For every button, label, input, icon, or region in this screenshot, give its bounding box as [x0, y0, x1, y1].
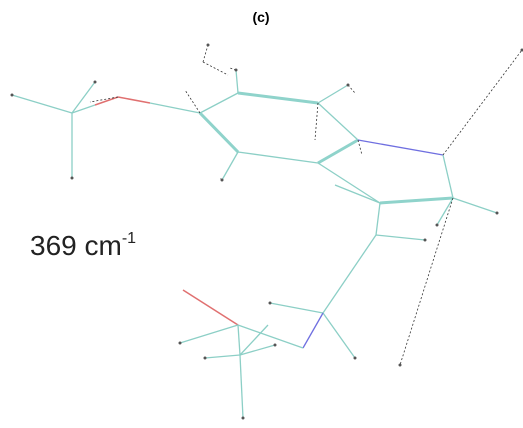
frequency-text: 369 cm [30, 230, 122, 261]
frequency-label: 369 cm-1 [30, 230, 136, 261]
frequency-superscript: -1 [122, 230, 136, 247]
panel-label: (c) [252, 9, 269, 25]
diagram: (c) 369 cm-1 [0, 0, 523, 428]
displacement-arrows [90, 45, 522, 365]
